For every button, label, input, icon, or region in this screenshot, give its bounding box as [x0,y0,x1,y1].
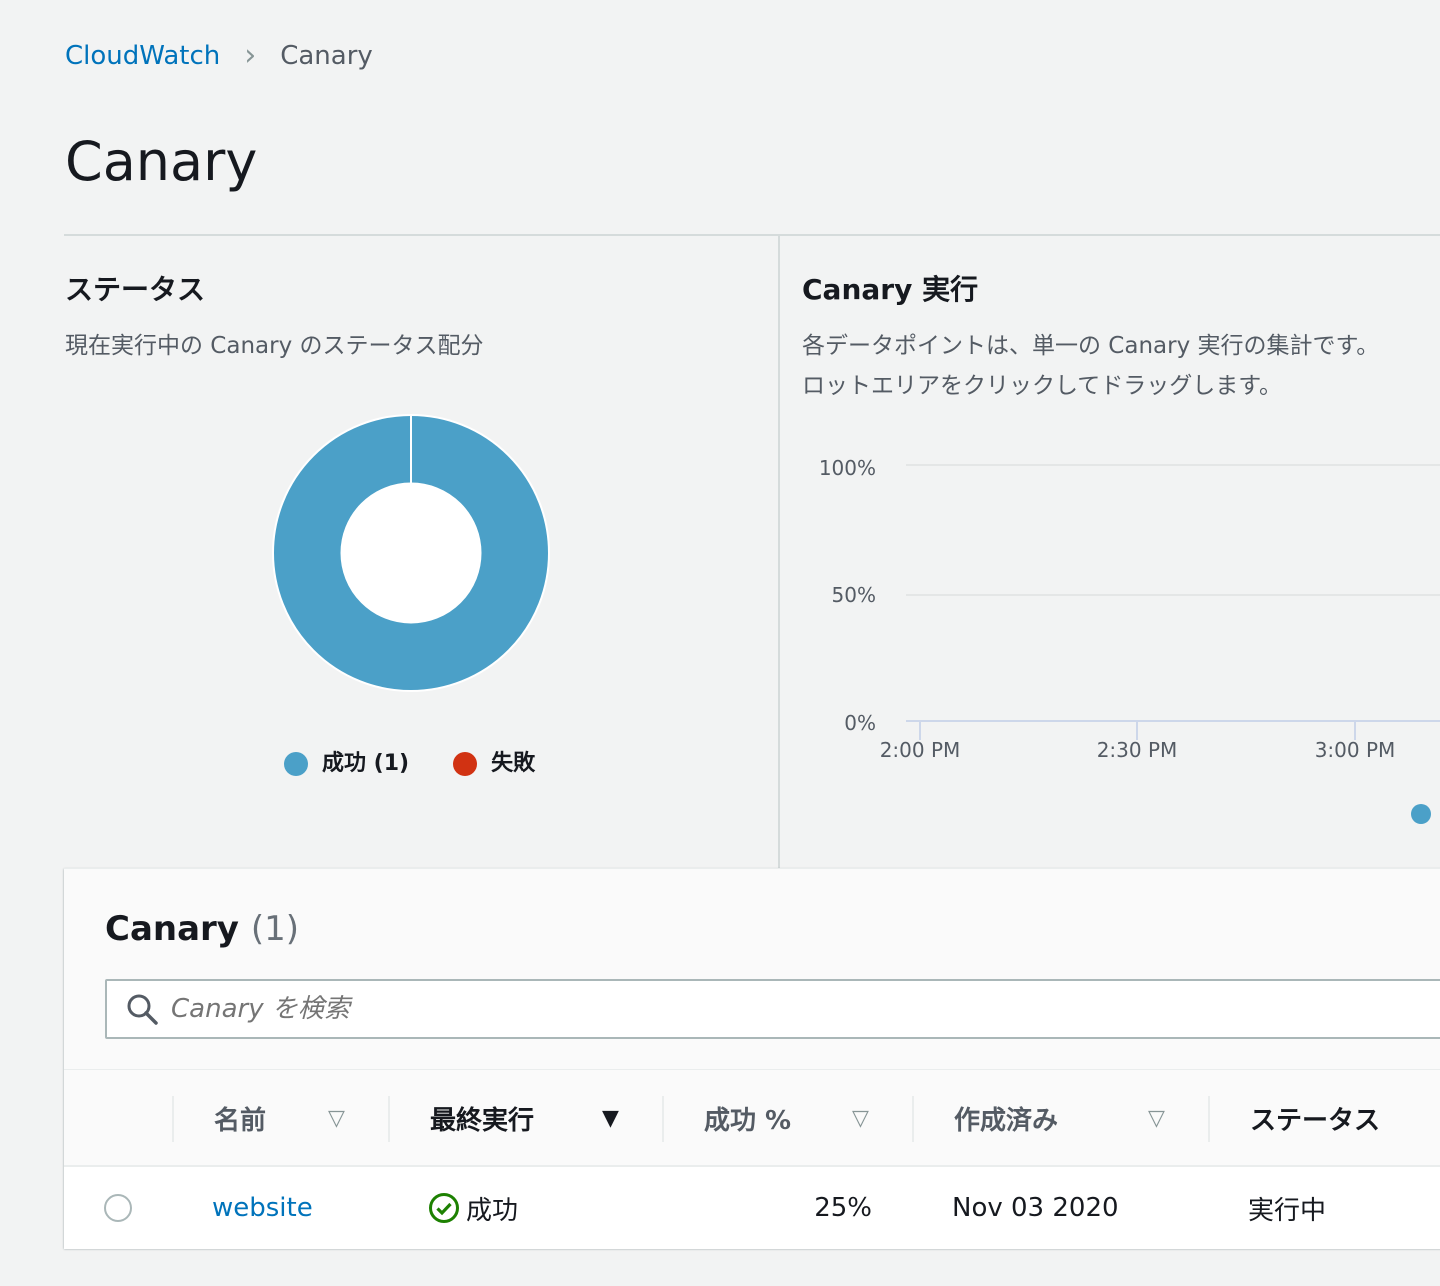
description-line: 各データポイントは、単一の Canary 実行の集計です。 [802,333,1380,359]
table-count: (1) [250,909,299,949]
runs-panel-description: 各データポイントは、単一の Canary 実行の集計です。 ロットエリアをクリッ… [802,326,1379,406]
breadcrumb: CloudWatch › Canary [65,38,373,73]
last-run-status: 成功 [466,1195,519,1226]
table-header: 名前 ▽ 最終実行 ▼ 成功 % ▽ 作成済み ▽ ステータス [64,1069,1440,1167]
search-icon [127,994,158,1025]
legend-dot-icon [453,752,478,776]
row-radio-button[interactable] [104,1194,132,1222]
y-tick-label: 0% [844,711,876,735]
sort-icon[interactable]: ▽ [328,1105,345,1131]
status-donut-chart [272,414,550,692]
column-header-status[interactable]: ステータス [1208,1070,1440,1166]
sort-descending-icon[interactable]: ▼ [602,1105,619,1131]
y-tick-label: 50% [832,583,876,607]
column-header-name[interactable]: 名前 ▽ [172,1070,388,1166]
table-row: website 成功 25% Nov 03 2020 実行中 [64,1167,1440,1249]
status-panel-description: 現在実行中の Canary のステータス配分 [65,333,484,359]
legend-dot-icon [1411,804,1431,824]
table-title: Canary (1) [105,909,299,949]
success-check-icon [429,1193,459,1223]
canary-name-link[interactable]: website [212,1193,313,1223]
success-percent: 25% [814,1193,872,1223]
y-tick-label: 100% [819,456,876,480]
table-title-text: Canary [105,909,239,949]
status-panel-title: ステータス [65,273,206,306]
sort-icon[interactable]: ▽ [1148,1105,1165,1131]
canary-status: 実行中 [1248,1195,1327,1226]
legend-label: 成功 (1) [322,751,410,776]
search-box[interactable] [105,979,1440,1039]
x-tick-label: 3:00 PM [1315,738,1396,762]
column-header-created[interactable]: 作成済み ▽ [912,1070,1208,1166]
breadcrumb-cloudwatch-link[interactable]: CloudWatch [65,40,221,71]
legend-item-failure[interactable]: 失敗 [453,745,535,777]
search-input[interactable] [171,994,1071,1024]
legend-dot-icon [284,752,308,776]
column-label: 作成済み [954,1105,1059,1136]
column-header-last-run[interactable]: 最終実行 ▼ [388,1070,662,1166]
x-tick-label: 2:30 PM [1097,738,1178,762]
x-tick-label: 2:00 PM [880,738,961,762]
legend-item-success[interactable]: 成功 (1) [284,745,409,777]
column-label: 名前 [214,1105,267,1136]
chevron-right-icon: › [244,38,257,73]
page-title: Canary [65,130,258,193]
column-label: 最終実行 [430,1105,535,1136]
divider [778,236,780,868]
description-line: ロットエリアをクリックしてドラッグします。 [802,373,1283,399]
donut-hole [340,482,482,624]
status-legend: 成功 (1) 失敗 [284,745,535,777]
runs-line-chart[interactable]: 100% 50% 0% 2:00 PM 2:30 PM 3:00 PM [780,440,1440,840]
runs-panel-title: Canary 実行 [802,273,979,306]
sort-icon[interactable]: ▽ [852,1105,869,1131]
created-date: Nov 03 2020 [952,1193,1119,1223]
divider [64,234,1440,236]
column-header-success-pct[interactable]: 成功 % ▽ [662,1070,912,1166]
breadcrumb-current: Canary [280,40,373,71]
canary-table-panel: Canary (1) 名前 ▽ 最終実行 ▼ 成功 % ▽ 作成済み ▽ ステータス w… [64,868,1440,1249]
column-label: ステータス [1250,1105,1381,1136]
legend-label: 失敗 [491,751,536,776]
column-label: 成功 % [704,1105,792,1136]
